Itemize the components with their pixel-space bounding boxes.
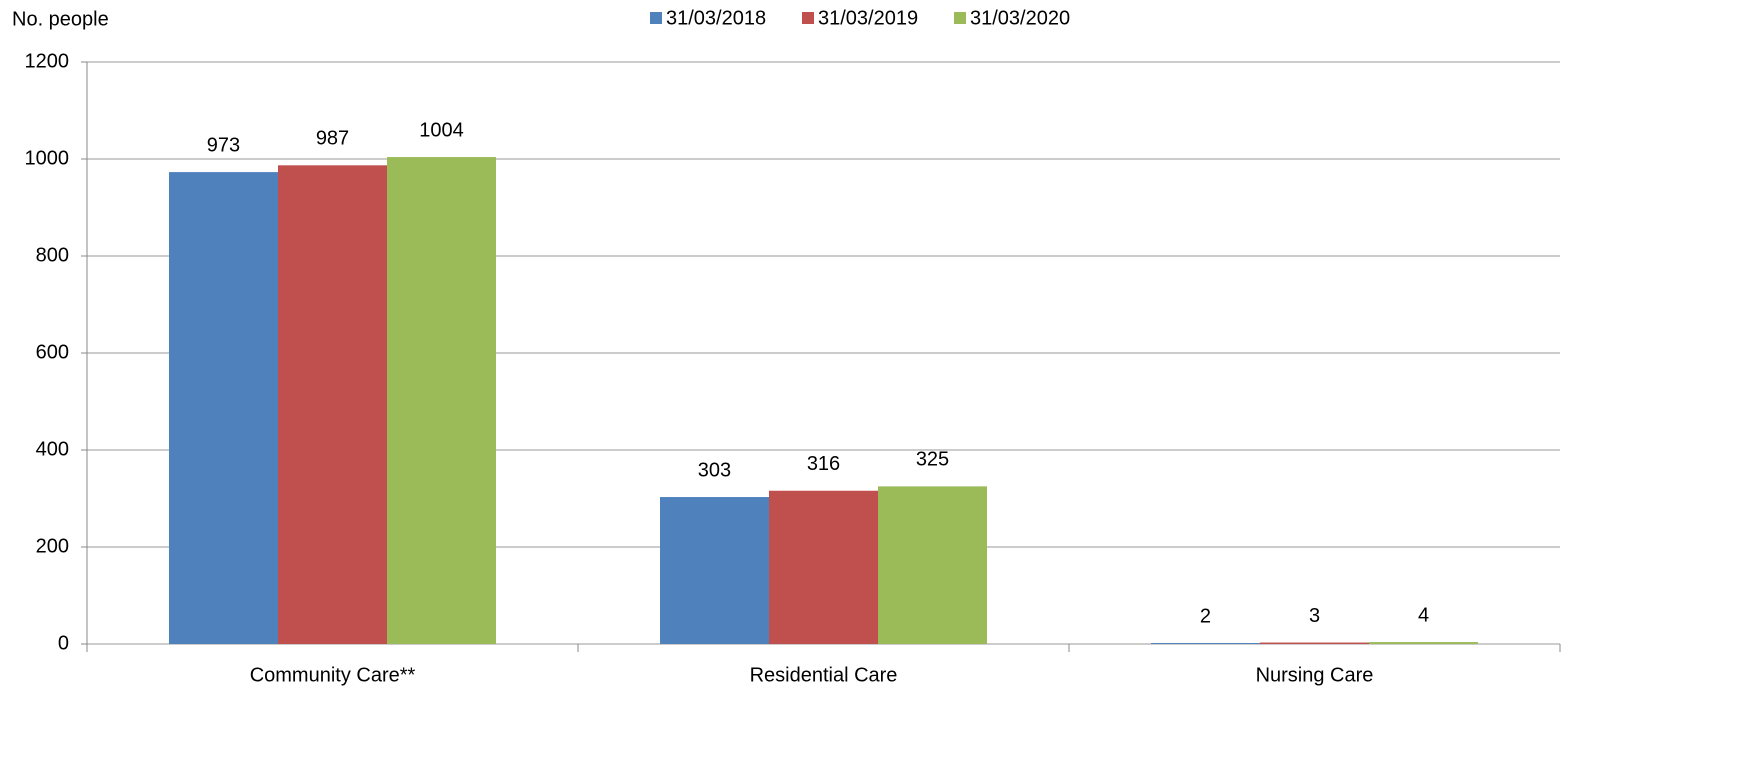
y-tick-label: 0 (58, 632, 69, 654)
bar (1150, 643, 1260, 644)
legend-label: 31/03/2019 (818, 7, 918, 29)
bar (1369, 642, 1479, 644)
y-tick-label: 600 (36, 341, 69, 363)
y-axis-label: No. people (12, 8, 109, 30)
y-tick-label: 1200 (25, 50, 70, 72)
x-tick-label: Community Care** (250, 664, 416, 686)
data-label: 303 (698, 459, 731, 481)
legend-label: 31/03/2020 (970, 7, 1070, 29)
bar (168, 172, 278, 644)
legend-swatch (650, 12, 662, 24)
y-tick-label: 800 (36, 244, 69, 266)
bar (1259, 642, 1370, 644)
bar (878, 486, 988, 644)
x-tick-label: Residential Care (750, 664, 898, 686)
data-label: 4 (1418, 604, 1429, 626)
bar (277, 165, 388, 644)
y-tick-label: 1000 (25, 147, 70, 169)
legend-swatch (802, 12, 814, 24)
data-label: 1004 (419, 119, 464, 141)
data-label: 987 (316, 128, 349, 150)
data-label: 316 (807, 453, 840, 475)
legend-swatch (954, 12, 966, 24)
bar (659, 497, 769, 644)
bar (768, 490, 879, 644)
y-tick-label: 400 (36, 438, 69, 460)
y-tick-label: 200 (36, 535, 69, 557)
data-label: 325 (916, 449, 949, 471)
data-label: 2 (1200, 605, 1211, 627)
data-label: 3 (1309, 605, 1320, 627)
x-tick-label: Nursing Care (1256, 664, 1374, 686)
data-label: 973 (207, 134, 240, 156)
bar (387, 157, 497, 644)
legend-label: 31/03/2018 (666, 7, 766, 29)
